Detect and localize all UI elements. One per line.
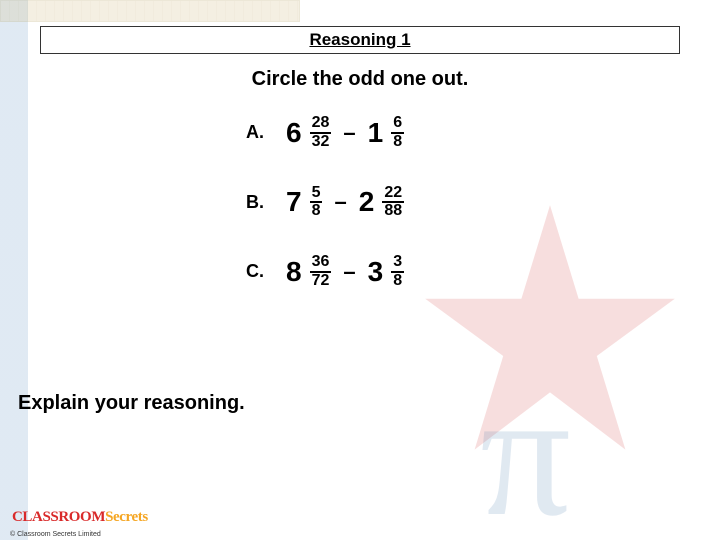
- minus-icon: –: [339, 120, 359, 146]
- brand-logo: CLASSROOMSecrets: [12, 509, 148, 526]
- option-b: B. 7 5 8 – 2 22 88: [246, 185, 690, 221]
- numerator: 28: [310, 115, 332, 134]
- denominator: 72: [310, 273, 332, 290]
- numerator: 36: [310, 254, 332, 273]
- numerator: 6: [391, 115, 404, 134]
- denominator: 8: [391, 134, 404, 151]
- whole-1: 7: [286, 188, 302, 216]
- denominator: 8: [391, 273, 404, 290]
- whole-2: 3: [368, 258, 384, 286]
- minus-icon: –: [339, 259, 359, 285]
- fraction-2: 3 8: [391, 254, 404, 290]
- fraction-1: 36 72: [310, 254, 332, 290]
- numerator: 5: [310, 185, 323, 204]
- slide-title: Reasoning 1: [309, 30, 410, 49]
- denominator: 32: [310, 134, 332, 151]
- fraction-2: 6 8: [391, 115, 404, 151]
- denominator: 8: [310, 203, 323, 220]
- logo-part2: Secrets: [105, 509, 148, 525]
- fraction-1: 5 8: [310, 185, 323, 221]
- whole-1: 6: [286, 119, 302, 147]
- options-list: A. 6 28 32 – 1 6 8 B. 7 5: [246, 115, 690, 290]
- instruction-text: Circle the odd one out.: [30, 68, 690, 91]
- title-box: Reasoning 1: [40, 26, 680, 54]
- expression: 8 36 72 – 3 3 8: [286, 254, 404, 290]
- minus-icon: –: [330, 189, 350, 215]
- whole-2: 2: [359, 188, 375, 216]
- numerator: 22: [382, 185, 404, 204]
- whole-1: 8: [286, 258, 302, 286]
- option-c: C. 8 36 72 – 3 3 8: [246, 254, 690, 290]
- fraction-1: 28 32: [310, 115, 332, 151]
- slide-content: Reasoning 1 Circle the odd one out. A. 6…: [0, 0, 720, 540]
- expression: 7 5 8 – 2 22 88: [286, 185, 404, 221]
- denominator: 88: [382, 203, 404, 220]
- expression: 6 28 32 – 1 6 8: [286, 115, 404, 151]
- whole-2: 1: [368, 119, 384, 147]
- option-a: A. 6 28 32 – 1 6 8: [246, 115, 690, 151]
- copyright-text: © Classroom Secrets Limited: [10, 531, 101, 538]
- option-label: A.: [246, 122, 268, 143]
- explain-prompt: Explain your reasoning.: [18, 392, 245, 415]
- logo-part1: CLASSROOM: [12, 509, 105, 525]
- numerator: 3: [391, 254, 404, 273]
- option-label: C.: [246, 261, 268, 282]
- fraction-2: 22 88: [382, 185, 404, 221]
- option-label: B.: [246, 192, 268, 213]
